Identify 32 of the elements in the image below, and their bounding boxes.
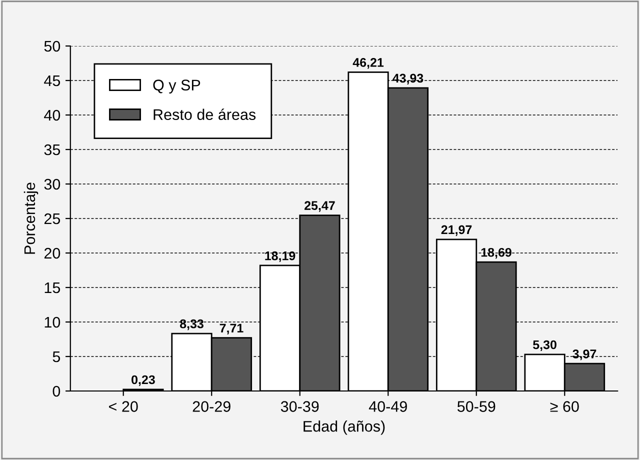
y-axis-title: Porcentaje <box>24 182 38 254</box>
y-tick-label: 35 <box>44 144 60 156</box>
x-tick-label: 50-59 <box>457 401 496 412</box>
data-label: 5,30 <box>533 340 556 351</box>
data-label: 21,97 <box>441 225 472 236</box>
x-tick-label: ≥ 60 <box>550 401 579 412</box>
y-tick-label: 50 <box>44 40 60 52</box>
y-tick-label: 15 <box>44 282 60 294</box>
data-label: 18,19 <box>265 251 296 262</box>
data-label: 0,23 <box>132 375 155 386</box>
data-label: 43,93 <box>392 74 424 84</box>
data-label: 18,69 <box>481 248 512 259</box>
data-label: 25,47 <box>304 201 335 212</box>
y-tick-label: 10 <box>44 316 60 328</box>
y-tick-label: 45 <box>44 76 60 86</box>
y-tick-label: 5 <box>52 352 60 362</box>
x-tick-label: < 20 <box>109 401 138 412</box>
x-tick-label: 30-39 <box>280 401 319 412</box>
y-tick-label: 0 <box>52 386 60 397</box>
legend-label: Q y SP <box>153 80 200 94</box>
y-tick-label: 20 <box>44 248 60 259</box>
y-tick-label: 40 <box>44 110 60 121</box>
x-axis-title: Edad (años) <box>304 420 385 435</box>
data-label: 8,33 <box>180 319 204 330</box>
data-label: 3,97 <box>572 350 596 360</box>
data-label: 7,71 <box>220 324 244 334</box>
legend-label: Resto de áreas <box>154 108 256 120</box>
x-tick-label: 40-49 <box>368 401 407 412</box>
y-tick-label: 25 <box>44 213 60 224</box>
x-tick-label: 20-29 <box>192 401 230 412</box>
y-tick-label: 30 <box>44 178 60 190</box>
data-label: 46,21 <box>352 58 384 69</box>
